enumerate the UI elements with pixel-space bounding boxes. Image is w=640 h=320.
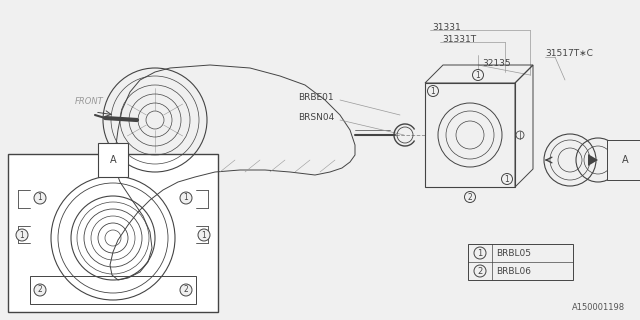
Text: BRBL05: BRBL05 [496, 249, 531, 258]
Circle shape [16, 229, 28, 241]
Text: BRBL06: BRBL06 [496, 267, 531, 276]
Text: 1: 1 [477, 249, 483, 258]
Text: 1: 1 [184, 194, 188, 203]
Circle shape [502, 173, 513, 185]
Bar [468, 244, 573, 280]
Text: 2: 2 [477, 267, 483, 276]
Text: A: A [621, 155, 628, 165]
Circle shape [198, 229, 210, 241]
Text: 2: 2 [468, 193, 472, 202]
Bar [8, 154, 218, 312]
Circle shape [180, 284, 192, 296]
Circle shape [474, 265, 486, 277]
Text: 31331T: 31331T [442, 35, 476, 44]
Text: 1: 1 [20, 230, 24, 239]
Circle shape [34, 192, 46, 204]
Polygon shape [588, 154, 598, 166]
Circle shape [472, 69, 483, 81]
Text: 1: 1 [431, 86, 435, 95]
Circle shape [180, 192, 192, 204]
Text: A: A [109, 155, 116, 165]
Text: A150001198: A150001198 [572, 303, 625, 313]
Text: FRONT: FRONT [75, 98, 104, 107]
Circle shape [474, 247, 486, 259]
Circle shape [428, 85, 438, 97]
Text: 1: 1 [476, 70, 481, 79]
Text: 31331: 31331 [432, 22, 461, 31]
Text: 2: 2 [184, 285, 188, 294]
Text: BRSN04: BRSN04 [298, 114, 334, 123]
Text: 1: 1 [504, 174, 509, 183]
Bar [425, 83, 515, 187]
Circle shape [34, 284, 46, 296]
Text: BRBE01: BRBE01 [298, 93, 333, 102]
Circle shape [465, 191, 476, 203]
Text: 31517T∗C: 31517T∗C [545, 50, 593, 59]
Text: 2: 2 [38, 285, 42, 294]
Text: 32135: 32135 [482, 59, 511, 68]
Text: 1: 1 [202, 230, 206, 239]
Text: 1: 1 [38, 194, 42, 203]
Bar [30, 276, 196, 304]
